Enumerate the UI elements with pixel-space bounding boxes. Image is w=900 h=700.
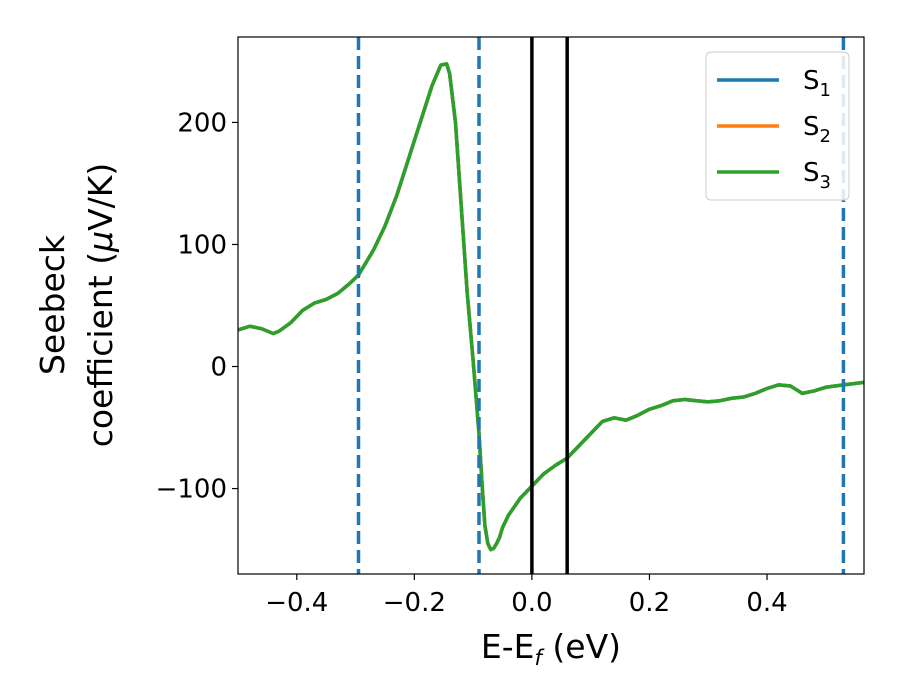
legend-label-3: S3: [803, 158, 831, 193]
y-axis-label-line1: Seebeck: [33, 234, 72, 375]
x-tick-label-1: −0.4: [265, 588, 328, 618]
y-tick-label-2: 100: [177, 230, 227, 260]
x-tick-label-2: −0.2: [383, 588, 446, 618]
legend-label-1: S1: [803, 66, 831, 101]
y-axis-label-line2: coefficient (μV/K): [81, 163, 120, 448]
y-tick-label-1: 200: [177, 108, 227, 138]
legend-label-2: S2: [803, 112, 831, 147]
x-tick-label-4: 0.2: [629, 588, 670, 618]
x-tick-label-3: 0.0: [511, 588, 552, 618]
x-tick-label-5: 0.4: [746, 588, 787, 618]
plot-frame: [237, 36, 865, 575]
y-tick-label-3: 0: [210, 353, 227, 383]
y-tick-label-4: −100: [156, 475, 227, 505]
x-axis-label: E-Ef (eV): [481, 627, 621, 670]
